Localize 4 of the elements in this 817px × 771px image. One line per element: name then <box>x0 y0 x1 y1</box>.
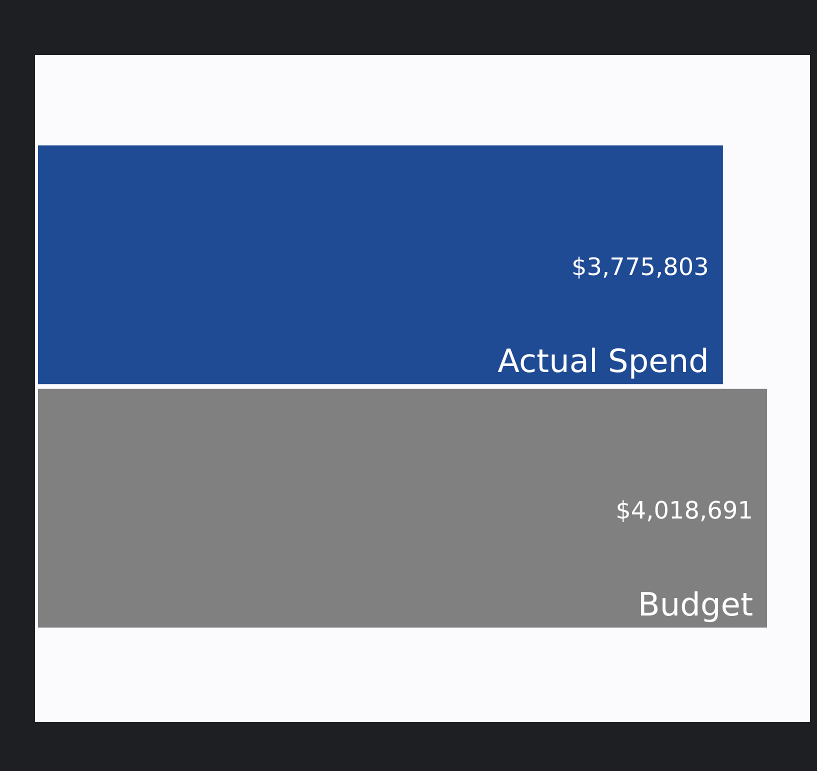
y-tick-label: Budget <box>638 586 753 624</box>
y-tick-label: Actual Spend <box>498 342 709 380</box>
data-label: $3,775,803 <box>572 252 709 281</box>
data-label: $4,018,691 <box>616 496 753 524</box>
